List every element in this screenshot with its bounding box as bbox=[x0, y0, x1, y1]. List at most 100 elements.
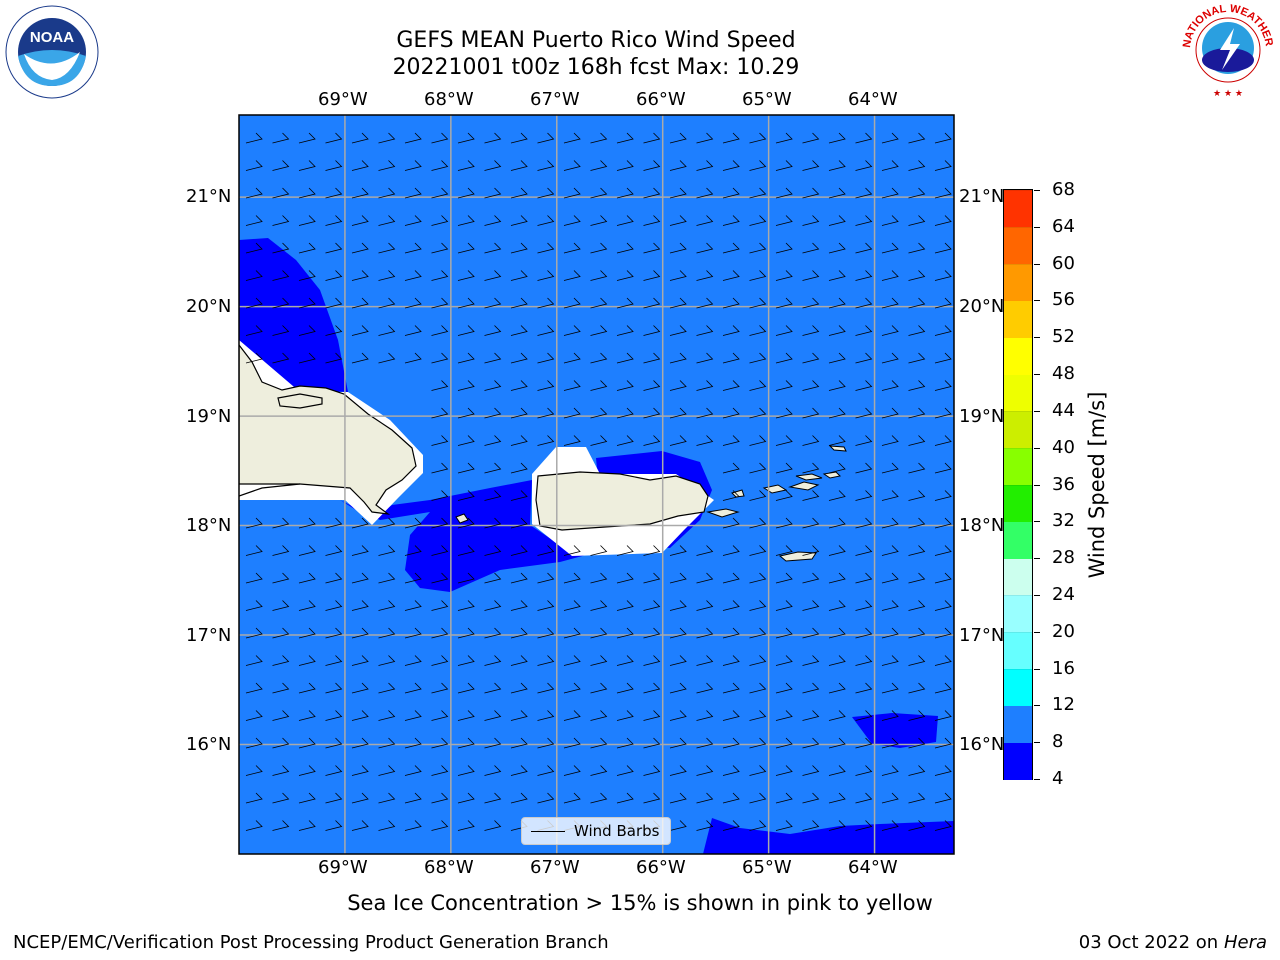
wind-barb bbox=[298, 572, 316, 584]
colorbar-segment bbox=[1004, 742, 1032, 780]
lat-label-right-17n: 17°N bbox=[959, 625, 1005, 646]
wind-barb bbox=[457, 215, 475, 226]
wind-barb bbox=[881, 462, 899, 474]
wind-barb bbox=[404, 517, 422, 529]
wind-barb bbox=[484, 820, 502, 831]
wind-barb bbox=[537, 435, 555, 446]
wind-barb bbox=[431, 352, 449, 364]
wind-barb bbox=[643, 297, 661, 309]
wind-barb bbox=[616, 627, 634, 639]
colorbar-segment bbox=[1004, 263, 1032, 301]
wind-barb bbox=[378, 600, 396, 611]
wind-barb bbox=[563, 655, 581, 666]
wind-barb bbox=[484, 435, 502, 446]
wind-barb bbox=[298, 325, 316, 336]
wind-barb bbox=[484, 572, 502, 584]
wind-barb bbox=[245, 270, 263, 281]
wind-barb bbox=[537, 242, 555, 254]
hispaniola-south-coast bbox=[239, 483, 301, 497]
wind-barb bbox=[828, 545, 846, 556]
wind-barb bbox=[431, 435, 449, 446]
wind-barb bbox=[272, 215, 290, 226]
wind-barb bbox=[908, 215, 926, 226]
wind-barb bbox=[563, 160, 581, 171]
wind-barb bbox=[802, 600, 820, 611]
wind-barb bbox=[616, 545, 634, 556]
wind-barb bbox=[298, 352, 316, 364]
lon-label-top-66w: 66°W bbox=[636, 89, 686, 110]
wind-barb bbox=[590, 545, 608, 556]
wind-barb bbox=[749, 132, 767, 144]
wind-barb bbox=[616, 380, 634, 391]
wind-barb bbox=[722, 462, 740, 474]
wind-barb bbox=[908, 242, 926, 254]
wind-barb bbox=[855, 352, 873, 364]
wind-barb bbox=[749, 655, 767, 666]
colorbar-tick-mark bbox=[1034, 410, 1040, 412]
wind-barb bbox=[457, 380, 475, 391]
wind-barb bbox=[775, 627, 793, 639]
colorbar-tick-label: 36 bbox=[1052, 473, 1075, 495]
colorbar-label: Wind Speed [m/s] bbox=[1085, 391, 1109, 579]
wind-barb bbox=[908, 297, 926, 309]
wind-barb bbox=[908, 462, 926, 474]
wind-barb bbox=[590, 407, 608, 419]
wind-barb bbox=[775, 710, 793, 721]
wind-barb bbox=[510, 490, 528, 501]
wind-barb bbox=[802, 242, 820, 254]
wind-barb bbox=[484, 187, 502, 199]
wind-barb bbox=[537, 132, 555, 144]
wind-barb bbox=[749, 572, 767, 584]
colorbar-tick-mark bbox=[1034, 300, 1040, 302]
wind-barb bbox=[643, 242, 661, 254]
lat-label-right-20n: 20°N bbox=[959, 296, 1005, 317]
lat-label-right-16n: 16°N bbox=[959, 734, 1005, 755]
colorbar-tick-mark bbox=[1034, 631, 1040, 633]
wind-barb bbox=[802, 407, 820, 419]
wind-barb bbox=[722, 517, 740, 529]
wind-barb bbox=[351, 242, 369, 254]
wind-barb bbox=[881, 215, 899, 226]
wind-barb bbox=[722, 407, 740, 419]
wind-barb bbox=[855, 132, 873, 144]
colorbar-tick-mark bbox=[1034, 226, 1040, 228]
wind-barb bbox=[590, 682, 608, 694]
wind-barb bbox=[775, 820, 793, 831]
wind-barb bbox=[643, 710, 661, 721]
wind-barb bbox=[616, 215, 634, 226]
wind-barb bbox=[881, 682, 899, 694]
wind-barb bbox=[616, 682, 634, 694]
wind-barb bbox=[457, 160, 475, 171]
wind-barb bbox=[669, 297, 687, 309]
wind-barb bbox=[272, 737, 290, 749]
wind-barb bbox=[934, 820, 952, 831]
wind-barb bbox=[828, 352, 846, 364]
wind-barb bbox=[722, 820, 740, 831]
wind-barb bbox=[590, 435, 608, 446]
wind-barb bbox=[457, 600, 475, 611]
wind-barb bbox=[563, 682, 581, 694]
lon-label-bottom-64w: 64°W bbox=[848, 857, 898, 878]
wind-barb bbox=[643, 187, 661, 199]
wind-barb bbox=[669, 215, 687, 226]
wind-barb bbox=[934, 490, 952, 501]
wind-barb bbox=[351, 545, 369, 556]
wind-barb bbox=[563, 765, 581, 776]
wind-barb bbox=[696, 187, 714, 199]
wind-barb bbox=[378, 325, 396, 336]
wind-barb bbox=[855, 435, 873, 446]
wind-barb bbox=[272, 187, 290, 199]
wind-barb bbox=[537, 325, 555, 336]
wind-barb bbox=[855, 270, 873, 281]
noaa-logo: NOAA bbox=[5, 5, 99, 99]
wind-barb bbox=[431, 820, 449, 831]
wind-barb bbox=[749, 517, 767, 529]
wind-barb bbox=[934, 765, 952, 776]
wind-barb bbox=[563, 242, 581, 254]
wind-barb bbox=[802, 352, 820, 364]
wind-barb bbox=[245, 682, 263, 694]
wind-barb bbox=[351, 600, 369, 611]
wind-barb bbox=[696, 160, 714, 171]
wind-barb bbox=[855, 820, 873, 831]
wind-barb bbox=[696, 297, 714, 309]
